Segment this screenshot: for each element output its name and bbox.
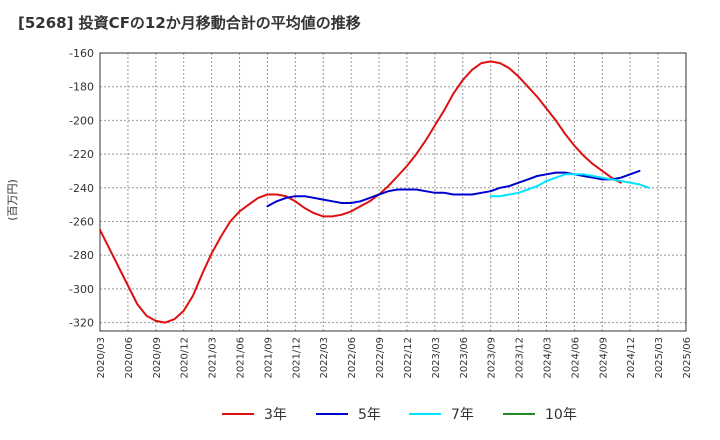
- x-tick-label: 2022/09: [375, 337, 386, 379]
- legend-label-3: 10年: [545, 407, 577, 423]
- plot-area: [99, 52, 687, 332]
- legend-label-0: 3年: [264, 407, 287, 423]
- x-tick-label: 2023/12: [515, 337, 526, 379]
- x-tick-label: 2022/03: [319, 337, 330, 379]
- x-tick-label: 2021/09: [263, 337, 274, 379]
- x-tick-label: 2025/03: [654, 337, 665, 379]
- y-tick-label: -300: [69, 283, 94, 296]
- y-axis-label: (百万円): [6, 179, 19, 221]
- y-tick-label: -240: [69, 182, 94, 195]
- series-lines: [99, 60, 650, 324]
- y-tick-label: -320: [69, 317, 94, 330]
- x-tick-label: 2024/09: [598, 337, 609, 379]
- x-tick-label: 2020/06: [124, 337, 135, 379]
- x-tick-label: 2022/06: [347, 337, 358, 379]
- x-tick-label: 2020/09: [152, 337, 163, 379]
- y-tick-label: -200: [69, 114, 94, 127]
- legend: 3年 5年 7年 10年: [222, 407, 577, 423]
- series-line-0: [99, 60, 622, 324]
- x-tick-label: 2023/09: [487, 337, 498, 379]
- y-tick-label: -280: [69, 249, 94, 262]
- x-tick-label: 2024/06: [570, 337, 581, 379]
- x-tick-label: 2024/03: [542, 337, 553, 379]
- x-tick-label: 2022/12: [403, 337, 414, 379]
- x-tick-label: 2021/12: [291, 337, 302, 379]
- x-axis: 2020/03 2020/06 2020/09 2020/12 2021/03 2021/…: [96, 337, 693, 379]
- y-tick-label: -220: [69, 148, 94, 161]
- x-tick-label: 2025/06: [682, 337, 693, 379]
- legend-label-1: 5年: [358, 407, 381, 423]
- grid: [99, 52, 687, 331]
- y-tick-label: -160: [69, 47, 94, 60]
- x-tick-label: 2020/12: [180, 337, 191, 379]
- x-tick-label: 2023/06: [459, 337, 470, 379]
- x-tick-label: 2020/03: [96, 337, 107, 379]
- y-axis: -160 -180 -200 -220 -240 -260 -280 -300 -320: [69, 47, 94, 330]
- x-tick-label: 2023/03: [431, 337, 442, 379]
- chart-title: [5268] 投資CFの12か月移動合計の平均値の推移: [18, 14, 361, 32]
- y-tick-label: -180: [69, 81, 94, 94]
- y-tick-label: -260: [69, 215, 94, 228]
- x-tick-label: 2021/06: [236, 337, 247, 379]
- series-line-2: [489, 173, 650, 198]
- legend-label-2: 7年: [451, 407, 474, 423]
- x-tick-label: 2024/12: [626, 337, 637, 379]
- series-line-1: [266, 169, 641, 208]
- x-tick-label: 2021/03: [208, 337, 219, 379]
